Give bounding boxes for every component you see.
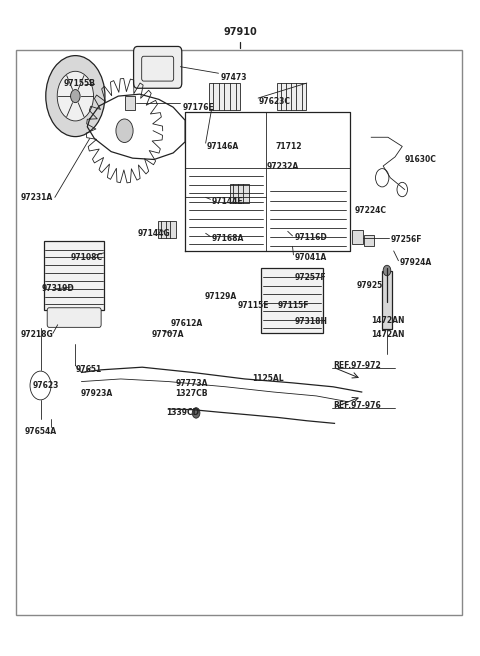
Text: 97623: 97623 <box>33 381 59 390</box>
Bar <box>209 83 240 110</box>
Text: 97924A: 97924A <box>400 258 432 267</box>
Bar <box>230 184 249 203</box>
Text: 97168A: 97168A <box>211 234 244 243</box>
Circle shape <box>46 56 105 136</box>
Circle shape <box>116 119 133 142</box>
Text: 97319D: 97319D <box>42 284 75 293</box>
Text: 97144E: 97144E <box>211 197 243 207</box>
Text: 97612A: 97612A <box>171 319 203 328</box>
Text: 97176E: 97176E <box>183 103 215 112</box>
Text: 97256F: 97256F <box>390 236 422 244</box>
Text: 1339CD: 1339CD <box>166 409 199 417</box>
Text: 97116D: 97116D <box>295 234 328 242</box>
Bar <box>44 241 104 310</box>
Bar <box>352 230 363 245</box>
Text: 97257F: 97257F <box>295 272 326 281</box>
Text: 97218G: 97218G <box>21 330 53 339</box>
Circle shape <box>57 72 94 121</box>
Text: 97923A: 97923A <box>80 389 112 398</box>
Bar <box>16 51 462 615</box>
Text: 97144G: 97144G <box>137 229 170 237</box>
Bar <box>262 268 323 333</box>
Text: 1472AN: 1472AN <box>371 316 405 325</box>
Text: 97623C: 97623C <box>259 97 291 106</box>
Bar <box>364 235 373 247</box>
Text: 97773A: 97773A <box>176 379 208 388</box>
Text: 97473: 97473 <box>221 73 247 82</box>
Text: 97232A: 97232A <box>266 161 299 171</box>
Text: 97146A: 97146A <box>206 142 239 151</box>
Text: 1327CB: 1327CB <box>176 389 208 398</box>
Text: 97707A: 97707A <box>152 330 184 339</box>
Text: 97925: 97925 <box>357 281 383 290</box>
FancyBboxPatch shape <box>133 47 182 89</box>
Bar <box>382 270 392 329</box>
Text: 97115F: 97115F <box>277 300 309 310</box>
Text: 97041A: 97041A <box>295 253 327 262</box>
Text: 97651: 97651 <box>75 365 102 374</box>
Text: 97318H: 97318H <box>295 317 328 326</box>
Text: 97115E: 97115E <box>238 300 269 310</box>
Bar <box>124 96 135 110</box>
Text: 97654A: 97654A <box>24 426 57 436</box>
Text: 1472AN: 1472AN <box>371 330 405 339</box>
Text: REF.97-976: REF.97-976 <box>333 401 381 409</box>
FancyBboxPatch shape <box>47 308 101 327</box>
Text: 97231A: 97231A <box>21 193 53 202</box>
Text: 71712: 71712 <box>276 142 302 151</box>
Text: 97155B: 97155B <box>63 79 96 87</box>
Text: 1125AL: 1125AL <box>252 375 284 384</box>
Bar <box>158 221 176 238</box>
Text: 91630C: 91630C <box>405 155 436 164</box>
Text: 97108C: 97108C <box>71 253 103 262</box>
Text: 97224C: 97224C <box>355 206 386 215</box>
Text: 97910: 97910 <box>223 28 257 37</box>
Circle shape <box>192 407 200 418</box>
Bar <box>277 83 306 110</box>
Circle shape <box>383 265 391 276</box>
Text: 97129A: 97129A <box>204 292 237 301</box>
Text: REF.97-972: REF.97-972 <box>333 361 381 371</box>
Circle shape <box>71 90 80 102</box>
